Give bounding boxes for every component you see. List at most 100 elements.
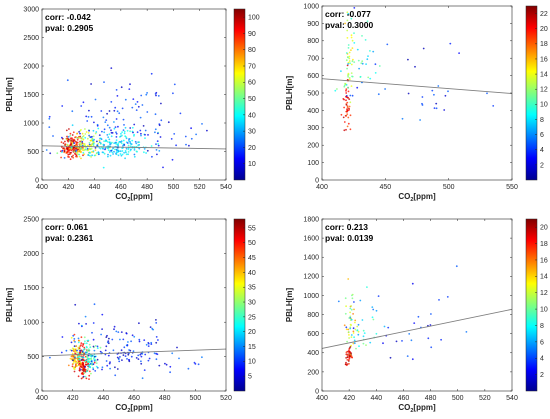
data-point [355,347,357,350]
data-point [356,325,359,328]
data-point [348,55,351,58]
x-tick-label: 420 [343,395,355,402]
data-point [447,90,449,93]
data-point [115,131,117,134]
data-point [91,154,93,157]
data-point [124,150,127,152]
x-tick-label: 400 [36,184,48,191]
data-point [347,74,349,76]
data-point [83,348,86,350]
data-point [137,105,140,108]
colorbar-tick-label: 10 [540,102,548,109]
data-point [150,343,153,345]
data-point [49,356,51,359]
data-point [372,50,375,53]
data-points [334,7,495,132]
data-point [145,343,148,346]
x-tick-label: 520 [194,184,206,191]
data-points [49,303,203,380]
data-point [340,113,343,116]
data-point [86,358,89,361]
data-point [350,63,353,66]
data-point [348,78,351,81]
data-point [430,346,433,349]
data-point [201,356,203,359]
colorbar-tick-label: 25 [248,314,256,321]
data-point [141,104,144,106]
data-point [92,363,95,365]
data-point [96,366,99,369]
data-point [411,358,414,361]
data-point [157,339,159,341]
data-point [197,363,200,366]
data-point [80,344,82,346]
data-point [72,349,75,351]
data-point [351,356,353,359]
data-point [118,360,121,363]
data-point [334,89,337,92]
x-tick-label: 480 [159,395,171,402]
data-point [154,131,156,134]
data-point [101,130,103,133]
colorbar-tick-label: 20 [248,145,256,152]
data-point [372,308,375,311]
colorbar-tick-label: 35 [248,285,256,292]
data-point [117,142,120,145]
data-point [92,358,95,360]
data-point [61,105,64,107]
data-point [89,139,92,142]
data-point [45,149,48,151]
data-point [352,342,355,345]
colorbar-tick-label: 80 [248,47,256,54]
data-point [144,137,146,140]
data-point [64,143,67,146]
data-point [90,83,92,85]
data-point [110,67,113,69]
data-point [395,340,398,343]
data-point [108,141,111,144]
data-point [350,305,353,307]
data-point [88,143,91,146]
data-point [349,307,352,310]
data-point [95,131,98,133]
data-point [75,360,78,363]
data-point [349,114,352,117]
data-point [143,148,146,150]
data-point [124,135,127,138]
data-point [92,367,94,369]
data-point [143,339,146,341]
data-point [345,361,347,364]
data-point [133,133,136,136]
data-point [155,94,157,97]
data-point [116,368,119,370]
data-point [107,354,110,357]
data-point [108,110,111,112]
data-point [78,367,81,370]
data-point [185,143,187,146]
data-point [153,352,156,355]
data-point [433,93,435,96]
y-tick-label: 1500 [23,92,39,99]
data-point [63,150,66,153]
data-point [84,133,87,135]
data-point [106,112,108,115]
data-point [109,154,112,157]
data-point [359,75,362,78]
data-point [155,358,158,361]
data-point [85,131,88,133]
colorbar-tick-label: 50 [248,240,256,247]
data-point [73,333,76,336]
colorbar-tick-label: 2 [540,372,544,379]
data-point [125,137,128,140]
data-point [67,144,69,147]
data-point [90,156,92,158]
corr-annotation: corr: -0.042 [45,12,91,22]
data-point [145,93,148,96]
data-point [156,153,158,156]
y-tick-label: 1000 [303,3,319,10]
data-point [165,363,168,366]
data-point [157,143,160,145]
data-point [119,338,121,341]
data-point [126,142,129,144]
data-point [107,149,110,152]
